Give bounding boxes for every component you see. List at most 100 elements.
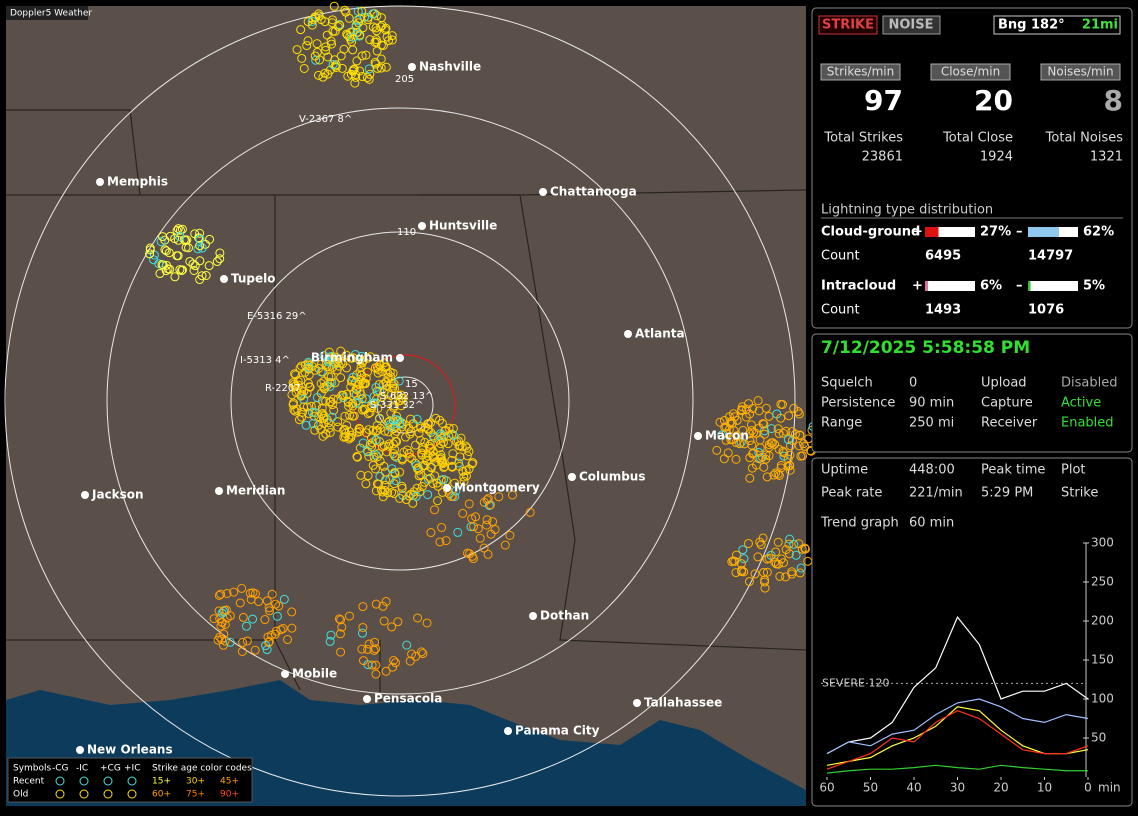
title-bar	[6, 6, 88, 20]
strike-symbol	[717, 430, 727, 440]
strike-symbol	[402, 640, 412, 650]
y-tick-label: 150	[1091, 653, 1114, 667]
strike-symbol	[299, 63, 309, 73]
city-label: Birmingham	[311, 351, 393, 365]
setting: Squelch	[821, 376, 873, 391]
strike-symbol	[397, 455, 407, 465]
strike-symbol	[727, 557, 737, 567]
strike-symbol	[416, 647, 426, 657]
strike-symbol	[800, 442, 810, 452]
strike-symbol	[505, 530, 515, 540]
strike-symbol	[388, 439, 398, 449]
strike-symbol	[437, 457, 447, 467]
y-tick-label: 300	[1091, 536, 1114, 550]
state-borders	[6, 109, 807, 701]
total-label: Total Noises	[1045, 131, 1124, 146]
strike-symbol	[413, 613, 423, 623]
strike-symbol	[370, 57, 380, 67]
strike-symbol	[355, 30, 365, 40]
strike-symbol	[379, 387, 389, 397]
city-marker	[363, 695, 371, 703]
strike-symbol	[500, 540, 510, 550]
strike-symbol	[784, 539, 794, 549]
y-tick-label: 50	[1091, 731, 1106, 745]
city-marker	[443, 484, 451, 492]
strike-symbol	[781, 426, 791, 436]
strike-symbol	[401, 432, 411, 442]
rate-header-box	[1040, 63, 1121, 81]
strike-symbol	[382, 381, 392, 391]
setting: 250 mi	[909, 416, 954, 431]
strike-symbol	[336, 373, 346, 383]
storm-label: I-5313 4^	[240, 355, 290, 366]
strike-symbol	[368, 9, 378, 19]
strike-button[interactable]	[818, 15, 878, 35]
city-marker	[633, 699, 641, 707]
strike-symbol	[420, 437, 430, 447]
stat: 448:00	[909, 463, 955, 478]
strike-symbol	[372, 11, 382, 21]
strike-symbol	[736, 559, 746, 569]
setting: 0	[909, 376, 917, 391]
strike-symbol	[337, 622, 347, 632]
setting: 90 min	[909, 396, 954, 411]
strike-symbol	[303, 364, 313, 374]
city-marker	[418, 222, 426, 230]
strike-symbol	[335, 629, 345, 639]
strike-symbol	[235, 598, 245, 608]
strike-symbol	[412, 414, 422, 424]
city-label: Macon	[705, 429, 749, 443]
strike-symbol	[448, 423, 458, 433]
legend-age: 45+	[220, 777, 239, 787]
strike-symbol	[438, 459, 448, 469]
strike-symbol	[459, 476, 469, 486]
strike-symbol	[321, 396, 331, 406]
sign: –	[1016, 225, 1023, 240]
strike-symbol	[372, 46, 382, 56]
strike-symbol	[336, 615, 346, 625]
setting: Capture	[981, 396, 1033, 411]
strike-symbol	[361, 479, 371, 489]
city-marker	[694, 432, 702, 440]
strike-symbol	[766, 424, 776, 434]
storm-label: R-2207	[265, 383, 301, 394]
strike-symbol	[329, 352, 339, 362]
strike-symbol	[390, 658, 400, 668]
settings-panel	[811, 333, 1133, 453]
strike-symbol	[371, 382, 381, 392]
strike-symbol	[319, 382, 329, 392]
city-marker	[529, 612, 537, 620]
strike-symbol	[355, 427, 365, 437]
strike-symbol	[431, 457, 441, 467]
strike-symbol	[394, 376, 404, 386]
strike-symbol	[447, 455, 457, 465]
strike-symbol	[754, 406, 764, 416]
distribution-title: Lightning type distribution	[821, 203, 993, 218]
strike-symbol	[326, 397, 336, 407]
strike-symbol	[160, 245, 170, 255]
strike-symbol	[411, 491, 421, 501]
strike-symbol	[197, 271, 207, 281]
strike-symbol	[769, 470, 779, 480]
strike-symbol	[348, 66, 358, 76]
city-label: Panama City	[515, 724, 600, 738]
strike-symbol	[385, 422, 395, 432]
strike-symbol	[357, 644, 367, 654]
strike-symbol	[464, 499, 474, 509]
strike-symbol	[787, 427, 797, 437]
strike-symbol	[215, 248, 225, 258]
strike-symbol	[426, 528, 436, 538]
strike-symbol	[238, 612, 248, 622]
trend-line	[826, 615, 1089, 755]
strike-symbol	[430, 505, 440, 515]
noise-button[interactable]	[882, 15, 941, 35]
pct-bar	[1028, 227, 1059, 237]
strike-symbol	[488, 517, 498, 527]
legend-header: Strike age color codes	[152, 764, 252, 774]
strike-symbol	[370, 464, 380, 474]
strike-symbol	[731, 550, 741, 560]
strike-symbol	[389, 655, 399, 665]
strike-symbol	[343, 396, 353, 406]
strike-symbol	[325, 65, 335, 75]
